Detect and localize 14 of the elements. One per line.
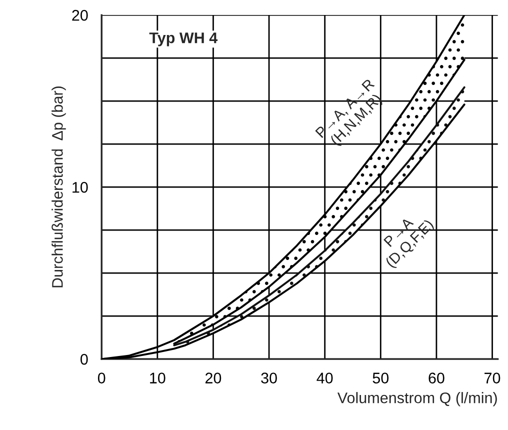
x-tick-label: 40 <box>316 372 333 384</box>
x-axis-title: Volumenstrom Q (l/min) <box>337 392 497 406</box>
y-tick-label: 0 <box>80 354 88 365</box>
y-tick-label: 10 <box>72 182 88 193</box>
x-tick-label: 0 <box>98 372 106 384</box>
x-tick-label: 30 <box>261 372 277 384</box>
y-axis-title: Durchflußwiderstand Δp (bar) <box>52 86 66 288</box>
y-tick-label: 20 <box>72 10 88 21</box>
x-tick-label: 70 <box>484 372 500 384</box>
text: Typ WH 4 <box>149 32 218 46</box>
x-tick-label: 50 <box>372 372 389 384</box>
x-tick-label: 20 <box>205 372 222 384</box>
x-tick-label: 10 <box>150 372 166 384</box>
x-tick-label: 60 <box>428 372 444 384</box>
